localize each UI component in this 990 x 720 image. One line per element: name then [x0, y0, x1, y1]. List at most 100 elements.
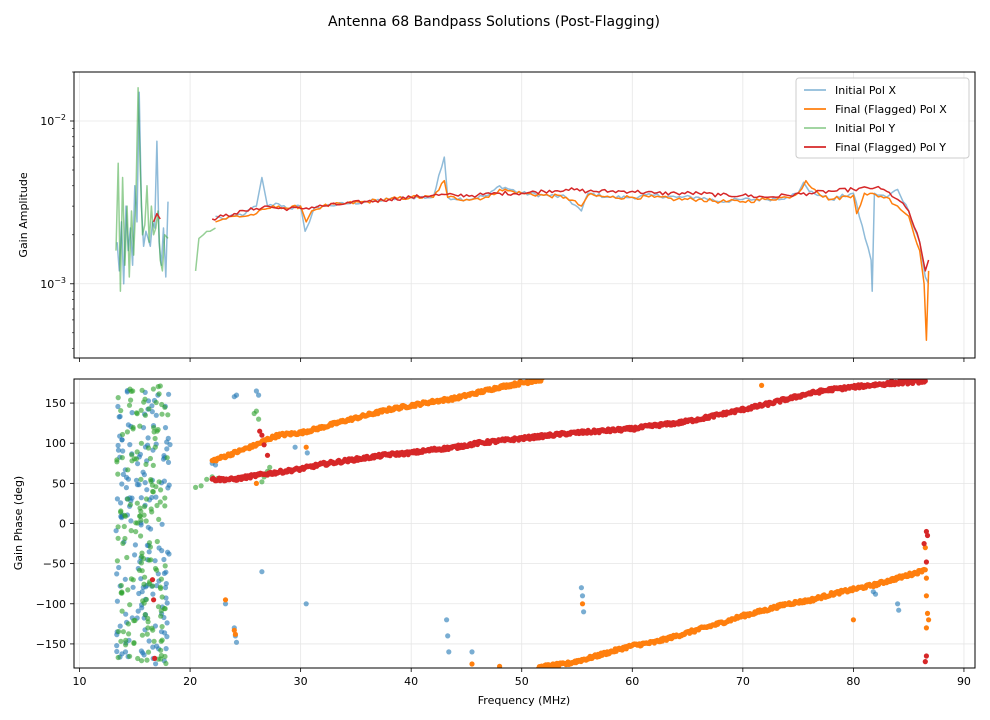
phase-point	[133, 529, 139, 535]
phase-point	[165, 412, 171, 418]
phase-point	[923, 625, 930, 631]
phase-point	[125, 476, 131, 482]
phase-point	[135, 461, 141, 467]
phase-point	[149, 509, 155, 515]
phase-point	[116, 628, 122, 635]
phase-point	[233, 392, 240, 398]
phase-point	[115, 442, 121, 449]
phase-point	[127, 602, 133, 608]
phase-point	[131, 618, 137, 624]
phase-point	[141, 556, 147, 562]
phase-point	[165, 459, 172, 465]
phase-point	[141, 399, 147, 405]
phase-point	[151, 597, 157, 603]
phase-point	[146, 406, 152, 412]
phase-point	[446, 649, 452, 655]
phase-point	[132, 542, 138, 548]
phase-point	[152, 444, 158, 450]
phase-y-tick-label: 100	[45, 437, 66, 450]
x-tick-label: 20	[183, 675, 197, 688]
phase-point	[259, 432, 265, 438]
phase-point	[114, 496, 120, 502]
phase-point	[166, 391, 172, 397]
phase-point	[152, 565, 159, 572]
phase-point	[134, 520, 141, 526]
amplitude-grid	[74, 72, 975, 358]
phase-point	[119, 608, 125, 614]
phase-point	[162, 606, 168, 612]
phase-point	[114, 648, 120, 655]
x-axis-label: Frequency (MHz)	[478, 694, 570, 707]
phase-point	[264, 452, 271, 458]
amplitude-y-tick-label: 10−3	[40, 276, 66, 291]
amplitude-y-label: Gain Amplitude	[17, 172, 30, 257]
phase-point	[159, 637, 165, 643]
phase-point	[923, 575, 930, 581]
phase-point	[303, 444, 309, 450]
phase-point	[138, 440, 144, 446]
phase-point	[162, 425, 169, 431]
phase-point	[253, 480, 259, 486]
legend-label: Final (Flagged) Pol Y	[835, 141, 946, 154]
phase-point	[157, 499, 163, 505]
phase-point	[134, 449, 140, 455]
phase-point	[123, 485, 129, 491]
phase-point	[122, 535, 128, 542]
phase-point	[146, 540, 153, 546]
phase-point	[142, 612, 148, 618]
phase-point	[139, 632, 145, 638]
phase-point	[122, 513, 128, 519]
chart-title: Antenna 68 Bandpass Solutions (Post-Flag…	[328, 14, 660, 30]
legend-label: Initial Pol X	[835, 84, 896, 97]
phase-point	[126, 631, 132, 637]
phase-point	[141, 472, 147, 478]
phase-point	[138, 495, 144, 501]
phase-point	[153, 661, 159, 667]
phase-point	[114, 558, 120, 564]
phase-point	[134, 410, 140, 416]
phase-point	[134, 482, 140, 488]
phase-point	[922, 567, 928, 573]
x-tick-label: 50	[515, 675, 529, 688]
phase-point	[138, 407, 144, 413]
legend-label: Initial Pol Y	[835, 122, 895, 135]
phase-point	[257, 428, 263, 434]
phase-point	[128, 397, 134, 403]
phase-point	[445, 633, 451, 639]
phase-point	[120, 540, 126, 547]
phase-point	[133, 477, 140, 483]
phase-point	[259, 479, 265, 485]
phase-point	[114, 571, 120, 577]
phase-point	[231, 627, 237, 633]
phase-point	[115, 471, 121, 477]
phase-point	[124, 554, 130, 561]
phase-y-tick-label: 150	[45, 397, 66, 410]
x-tick-label: 10	[73, 675, 87, 688]
phase-point	[125, 422, 131, 428]
phase-point	[872, 581, 879, 587]
phase-point	[120, 629, 126, 635]
phase-point	[118, 582, 124, 589]
phase-point	[164, 600, 170, 606]
phase-point	[120, 448, 126, 454]
phase-point	[150, 644, 156, 650]
phase-point	[144, 631, 150, 637]
phase-point	[158, 613, 164, 619]
x-tick-label: 80	[846, 675, 860, 688]
phase-point	[162, 503, 168, 509]
phase-point	[130, 584, 136, 590]
phase-point	[117, 413, 123, 420]
x-tick-label: 70	[736, 675, 750, 688]
phase-y-tick-label: −150	[36, 638, 66, 651]
phase-point	[138, 508, 144, 514]
phase-point	[128, 518, 134, 524]
phase-y-tick-label: −100	[36, 598, 66, 611]
phase-point	[158, 608, 164, 614]
x-tick-label: 60	[625, 675, 639, 688]
phase-point	[141, 581, 147, 587]
phase-point	[922, 379, 928, 384]
legend-box	[795, 77, 970, 159]
phase-point	[161, 478, 167, 484]
phase-point	[267, 464, 273, 470]
